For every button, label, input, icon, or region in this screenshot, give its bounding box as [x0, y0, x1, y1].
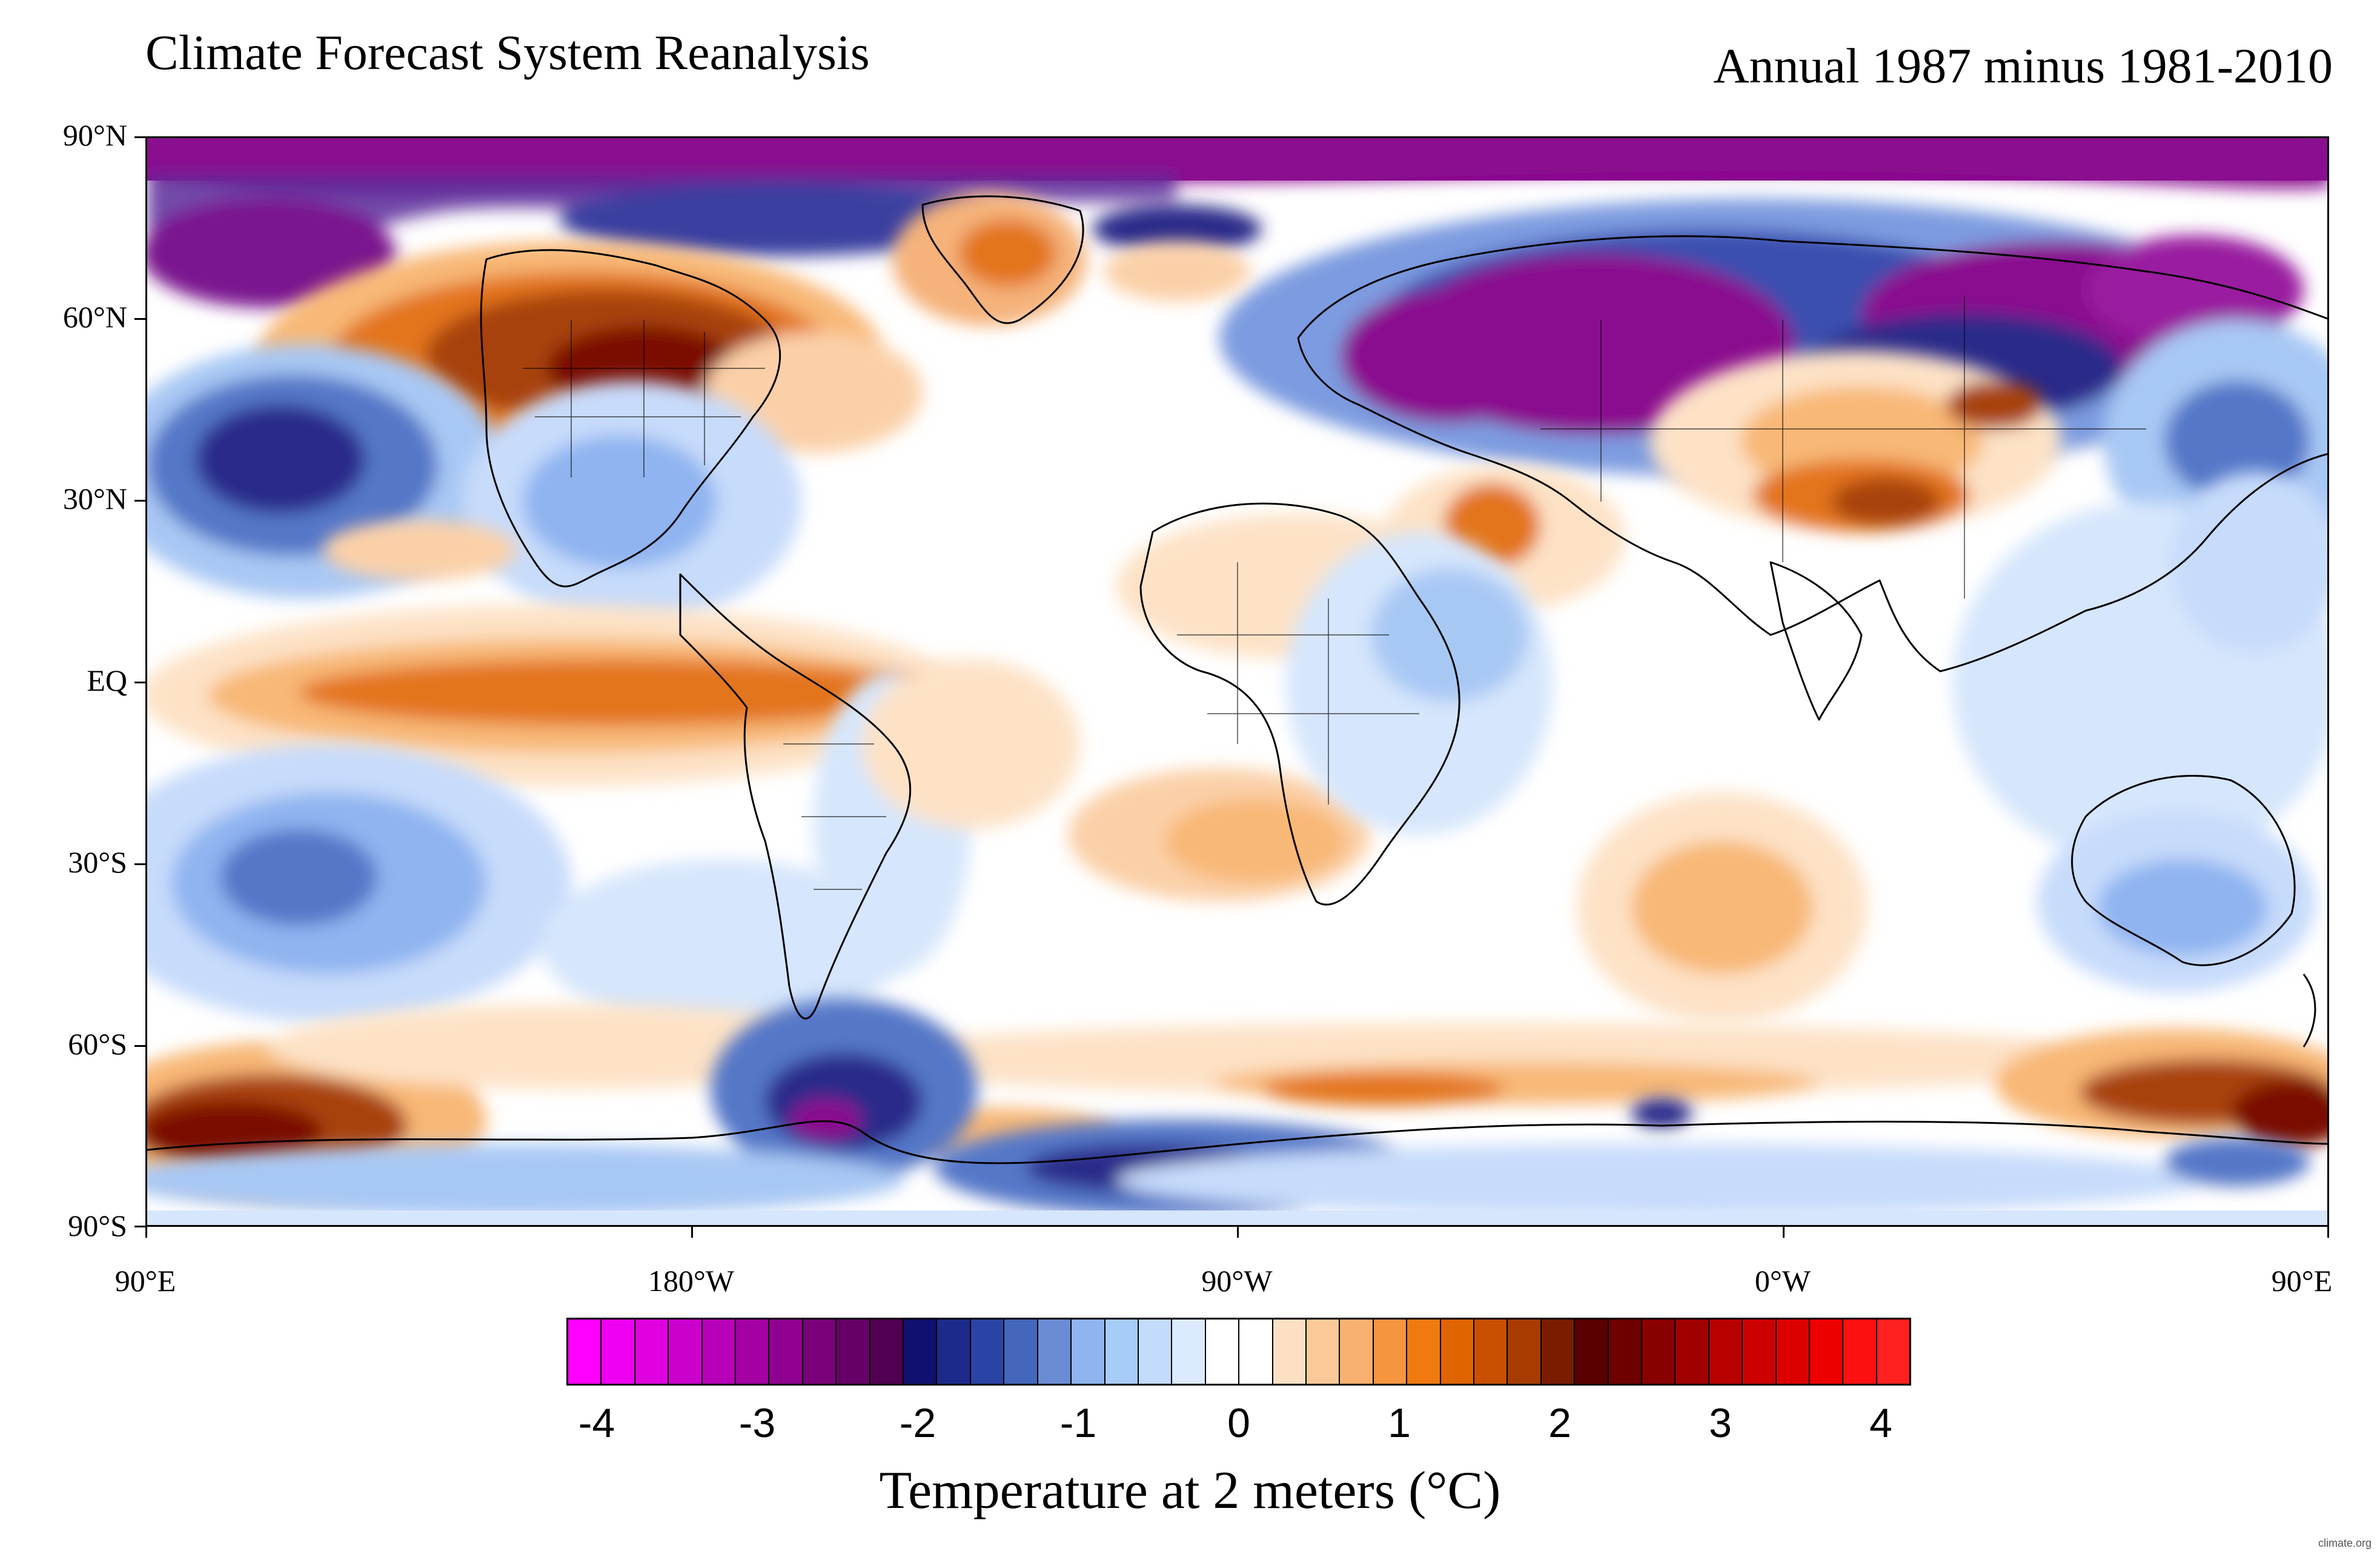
colorbar-swatch: [602, 1320, 635, 1384]
lon-label-90e-left: 90°E: [114, 1264, 176, 1298]
colorbar-swatch: [1642, 1320, 1676, 1384]
lat-tick: [134, 500, 145, 502]
lat-tick: [134, 318, 145, 320]
coastlines: [147, 195, 2327, 1164]
colorbar-swatch: [669, 1320, 703, 1384]
colorbar-swatch: [803, 1320, 837, 1384]
colorbar-tick-label: -4: [578, 1400, 615, 1446]
colorbar-tick-label: 4: [1869, 1400, 1892, 1446]
colorbar-swatch: [1273, 1320, 1307, 1384]
colorbar-swatch: [837, 1320, 870, 1384]
colorbar-swatch: [1340, 1320, 1374, 1384]
colorbar-tick-label: 2: [1548, 1400, 1571, 1446]
colorbar-swatch: [1138, 1320, 1173, 1384]
colorbar-swatch: [1239, 1320, 1273, 1384]
colorbar-swatch: [736, 1320, 770, 1384]
chart-title: Climate Forecast System Reanalysis: [145, 25, 870, 80]
colorbar-tick-label: -3: [738, 1400, 776, 1446]
lat-label-90n: 90°N: [62, 118, 127, 152]
chart-subtitle: Annual 1987 minus 1981-2010: [1713, 38, 2333, 93]
colorbar-swatch: [702, 1320, 737, 1384]
colorbar-swatch: [870, 1320, 904, 1384]
anomaly-map-graphic: [147, 138, 2327, 1225]
lat-label-90s: 90°S: [68, 1209, 127, 1243]
colorbar-swatch: [635, 1320, 669, 1384]
lat-tick: [134, 136, 145, 138]
colorbar-swatch: [1810, 1320, 1844, 1384]
antarctic-band: [147, 1210, 2327, 1225]
colorbar-swatch: [1676, 1320, 1709, 1384]
colorbar-swatch: [1843, 1320, 1877, 1384]
lat-label-30n: 30°N: [62, 482, 127, 516]
colorbar-swatch: [1709, 1320, 1743, 1384]
colorbar-tick-label: -1: [1059, 1400, 1097, 1446]
colorbar-swatch: [1877, 1320, 1910, 1384]
colorbar-tick-label: 1: [1388, 1400, 1411, 1446]
lon-label-90e-right: 90°E: [2271, 1264, 2333, 1298]
borders: [523, 296, 2146, 890]
lon-tick: [1237, 1227, 1239, 1238]
lat-tick: [134, 1045, 145, 1047]
colorbar-swatch: [1440, 1320, 1474, 1384]
credit-text: climate.org: [2318, 1537, 2372, 1549]
colorbar-tick-label: 0: [1227, 1400, 1250, 1446]
lon-label-90w: 90°W: [1201, 1264, 1273, 1298]
colorbar-swatch: [568, 1320, 602, 1384]
colorbar-swatch: [1038, 1320, 1072, 1384]
colorbar-swatch: [970, 1320, 1005, 1384]
lon-tick: [2327, 1227, 2329, 1238]
colorbar-swatch: [1776, 1320, 1811, 1384]
colorbar-swatch: [1306, 1320, 1341, 1384]
colorbar-swatch: [1608, 1320, 1642, 1384]
colorbar-swatch: [1474, 1320, 1508, 1384]
colorbar-swatch: [1172, 1320, 1206, 1384]
lat-tick: [134, 863, 145, 865]
anomaly-map: [145, 136, 2329, 1227]
colorbar-swatch: [1072, 1320, 1105, 1384]
lat-tick: [134, 1226, 145, 1227]
colorbar-swatch: [1541, 1320, 1576, 1384]
colorbar-swatch: [769, 1320, 803, 1384]
colorbar-swatch: [1004, 1320, 1038, 1384]
colorbar: [566, 1318, 1911, 1386]
colorbar-swatch: [904, 1320, 938, 1384]
colorbar-swatch: [1205, 1320, 1240, 1384]
colorbar-swatch: [1743, 1320, 1777, 1384]
lat-label-30s: 30°S: [68, 845, 127, 879]
colorbar-tick-label: -2: [899, 1400, 936, 1446]
lat-label-60s: 60°S: [68, 1027, 127, 1061]
lat-tick: [134, 682, 145, 683]
lon-label-180w: 180°W: [648, 1264, 735, 1298]
colorbar-title: Temperature at 2 meters (°C): [879, 1461, 1501, 1520]
lat-label-eq: EQ: [87, 663, 127, 697]
lon-tick: [691, 1227, 693, 1238]
colorbar-tick-label: 3: [1709, 1400, 1732, 1446]
lon-label-0w: 0°W: [1754, 1264, 1811, 1298]
lon-tick: [1783, 1227, 1785, 1238]
colorbar-swatch: [937, 1320, 971, 1384]
lon-tick: [145, 1227, 147, 1238]
colorbar-swatch: [1373, 1320, 1408, 1384]
colorbar-swatch: [1407, 1320, 1441, 1384]
colorbar-swatch: [1508, 1320, 1542, 1384]
colorbar-swatch: [1575, 1320, 1609, 1384]
colorbar-swatch: [1105, 1320, 1139, 1384]
lat-label-60n: 60°N: [62, 300, 127, 334]
